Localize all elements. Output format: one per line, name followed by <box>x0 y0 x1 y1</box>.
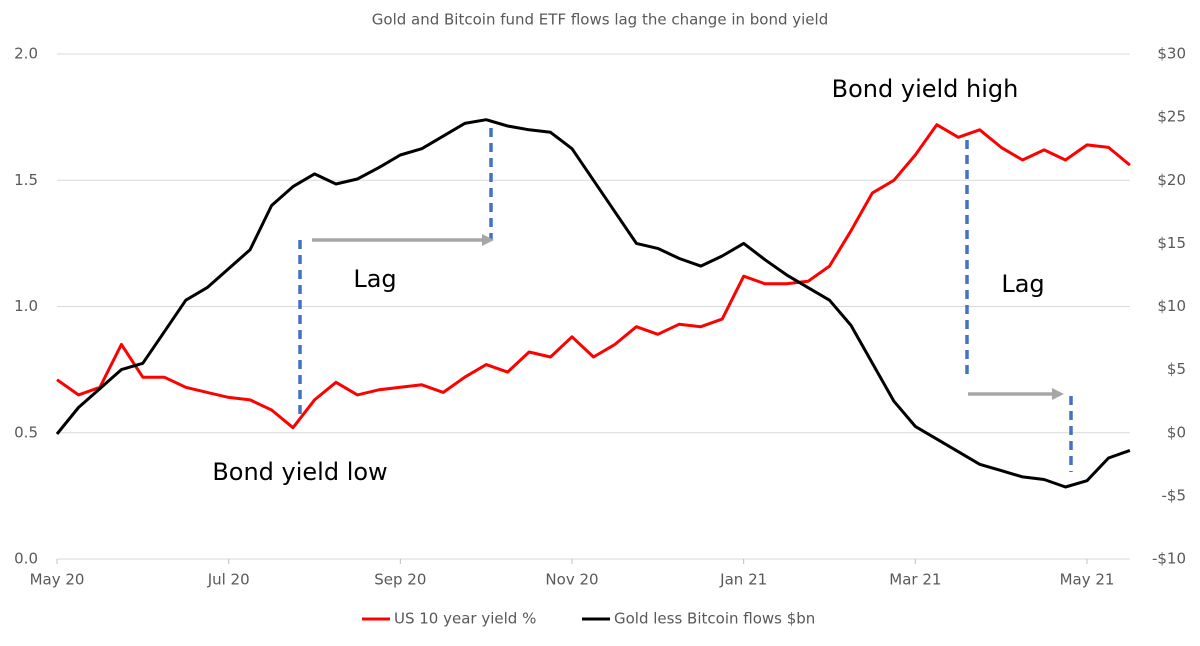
series-line <box>56 123 1131 430</box>
chart-title: Gold and Bitcoin fund ETF flows lag the … <box>372 11 828 29</box>
annotation: Bond yield low <box>212 458 387 486</box>
y-tick-label: 2.0 <box>14 45 38 63</box>
x-tick-label: Jul 20 <box>207 571 250 589</box>
annotation: Lag <box>1001 270 1044 298</box>
x-tick-label: Mar 21 <box>889 571 941 589</box>
series-line <box>55 118 1131 489</box>
x-tick-label: Nov 20 <box>545 571 598 589</box>
x-tick-label: May 20 <box>30 571 85 589</box>
y-tick-label: 0.0 <box>14 550 38 568</box>
y2-tick-label: $15 <box>1157 234 1186 252</box>
y2-tick-label: $30 <box>1157 45 1186 63</box>
y-tick-label: 1.0 <box>14 297 38 315</box>
annotation: Bond yield high <box>832 75 1019 103</box>
y2-tick-label: $10 <box>1157 297 1186 315</box>
y-tick-label: 1.5 <box>14 171 38 189</box>
y2-tick-label: -$5 <box>1162 486 1187 504</box>
annotation-shapes <box>298 128 1073 472</box>
plot: 0.0 0.5 1.0 1.5 2.0 -$10 -$5 $0 $5 $10 $15 $20 $25 $3… <box>14 45 1186 628</box>
x-tick-label: May 21 <box>1060 571 1115 589</box>
legend-label: US 10 year yield % <box>394 610 536 628</box>
y-tick-label: 0.5 <box>14 423 38 441</box>
y2-tick-label: $25 <box>1157 108 1186 126</box>
arrow-head <box>482 234 494 246</box>
x-tick-label: Jan 21 <box>719 571 767 589</box>
legend-label: Gold less Bitcoin flows $bn <box>614 610 815 628</box>
y2-tick-label: -$10 <box>1152 550 1186 568</box>
x-tick-label: Sep 20 <box>374 571 426 589</box>
annotation: Lag <box>353 265 396 293</box>
arrow-head <box>1052 388 1064 400</box>
y2-tick-label: $0 <box>1167 423 1186 441</box>
y2-tick-label: $5 <box>1167 360 1186 378</box>
y2-tick-label: $20 <box>1157 171 1186 189</box>
